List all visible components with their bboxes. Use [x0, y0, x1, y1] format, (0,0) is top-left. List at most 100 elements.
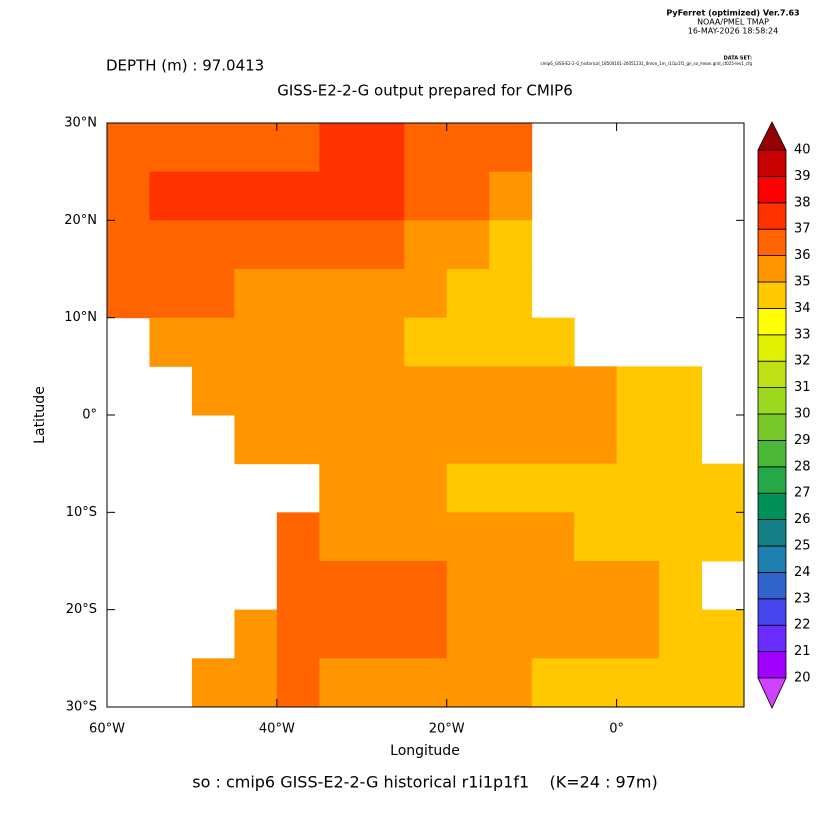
- cell: [276, 317, 320, 367]
- cell: [574, 415, 618, 465]
- colorbar-swatch: [757, 228, 787, 256]
- colorbar-swatch: [757, 255, 787, 283]
- cell: [489, 658, 533, 708]
- cell: [446, 317, 490, 367]
- cell: [574, 658, 618, 708]
- colorbar-swatch: [757, 360, 787, 389]
- cell: [404, 317, 448, 367]
- y-tick-label: 20°S: [66, 602, 97, 617]
- cell: [446, 220, 490, 270]
- cell: [489, 317, 533, 367]
- cell: [319, 220, 363, 270]
- colorbar-label: 21: [794, 644, 811, 659]
- cell: [531, 512, 575, 562]
- colorbar-label: 31: [794, 380, 811, 395]
- cell: [276, 269, 320, 319]
- cell: [404, 220, 448, 270]
- cell: [701, 658, 745, 708]
- y-tick-label: 10°S: [66, 505, 97, 520]
- cell: [404, 512, 448, 562]
- colorbar-label: 24: [794, 565, 811, 580]
- colorbar-label: 36: [794, 248, 811, 263]
- cell: [446, 123, 490, 173]
- cell: [659, 512, 703, 562]
- cell: [531, 317, 575, 367]
- cell: [446, 512, 490, 562]
- cell: [361, 317, 405, 367]
- cell: [319, 123, 363, 173]
- cell: [531, 658, 575, 708]
- cell: [489, 269, 533, 319]
- cell: [319, 415, 363, 465]
- cell: [404, 658, 448, 708]
- cell: [234, 415, 278, 465]
- cell: [276, 609, 320, 659]
- colorbar-swatch: [757, 175, 787, 204]
- y-axis-label: Latitude: [32, 386, 48, 444]
- colorbar-label: 27: [794, 486, 811, 501]
- cell: [616, 512, 660, 562]
- cell: [361, 463, 405, 513]
- cell: [191, 317, 235, 367]
- cell: [574, 561, 618, 611]
- cell: [489, 609, 533, 659]
- cell: [276, 171, 320, 221]
- cell: [404, 123, 448, 173]
- cell: [191, 123, 235, 173]
- cell: [446, 415, 490, 465]
- cell: [319, 561, 363, 611]
- cell: [404, 269, 448, 319]
- cell: [446, 463, 490, 513]
- dataset: cmip6_GISS-E2-2-G_historical_18500101-20…: [540, 61, 752, 66]
- cell: [234, 658, 278, 708]
- cell: [574, 463, 618, 513]
- cell: [659, 415, 703, 465]
- header-line: 16-MAY-2026 18:58:24: [688, 27, 778, 36]
- cell: [319, 366, 363, 416]
- cell: [234, 609, 278, 659]
- cell: [701, 512, 745, 562]
- cell: [361, 415, 405, 465]
- colorbar-swatch: [757, 466, 787, 494]
- cell: [531, 366, 575, 416]
- cell: [404, 415, 448, 465]
- cell: [276, 658, 320, 708]
- cell: [489, 415, 533, 465]
- cell: [404, 609, 448, 659]
- cell: [361, 512, 405, 562]
- x-tick-label: 40°W: [259, 722, 295, 737]
- colorbar-swatch: [757, 598, 787, 626]
- cell: [319, 171, 363, 221]
- cell: [489, 561, 533, 611]
- colorbar-swatch: [757, 492, 787, 521]
- cell: [616, 415, 660, 465]
- colorbar-swatch: [757, 572, 787, 600]
- cell: [659, 658, 703, 708]
- colorbar-label: 40: [794, 143, 811, 158]
- cell: [191, 171, 235, 221]
- colorbar-label: 30: [794, 407, 811, 422]
- caption: so : cmip6 GISS-E2-2-G historical r1i1p1…: [192, 773, 658, 792]
- cell: [404, 463, 448, 513]
- cell: [446, 609, 490, 659]
- cell: [149, 171, 193, 221]
- cell: [489, 220, 533, 270]
- x-axis-label: Longitude: [390, 743, 460, 759]
- cell: [361, 123, 405, 173]
- cell: [404, 366, 448, 416]
- cell: [361, 220, 405, 270]
- cell: [616, 658, 660, 708]
- cell: [149, 269, 193, 319]
- cell: [659, 463, 703, 513]
- cell: [234, 220, 278, 270]
- cell: [319, 512, 363, 562]
- cell: [191, 269, 235, 319]
- colorbar-label: 32: [794, 354, 811, 369]
- cell: [107, 269, 150, 319]
- x-tick-label: 60°W: [89, 722, 125, 737]
- cell: [361, 658, 405, 708]
- y-tick-label: 30°N: [64, 116, 97, 131]
- colorbar-swatch: [757, 334, 787, 362]
- colorbar-swatch: [757, 387, 787, 415]
- cell: [149, 123, 193, 173]
